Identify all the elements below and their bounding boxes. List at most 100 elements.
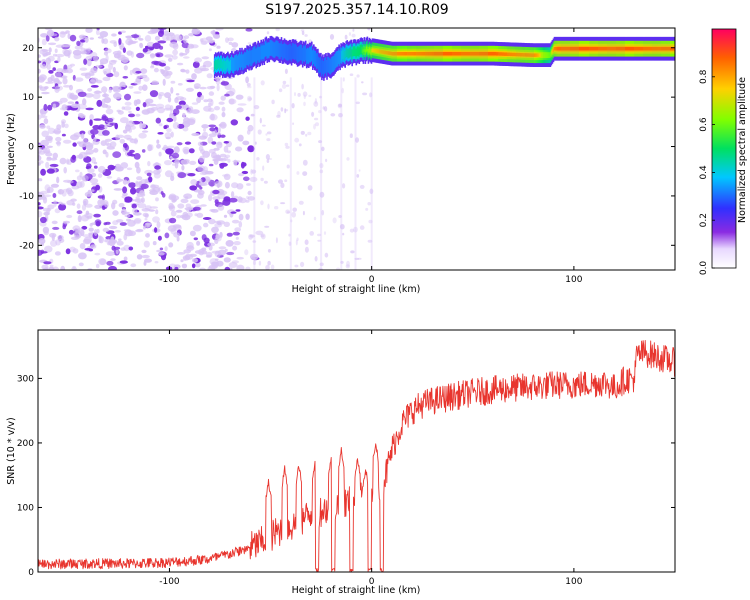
noise-blob xyxy=(167,96,172,103)
ridge-cell xyxy=(334,54,336,70)
ridge-cell xyxy=(380,50,383,54)
ridge-cell xyxy=(313,48,315,65)
noise-blob xyxy=(227,37,234,42)
noise-blob xyxy=(97,173,103,178)
noise-blob xyxy=(247,145,255,153)
noise-blob xyxy=(281,83,287,89)
noise-blob xyxy=(40,249,45,254)
noise-blob xyxy=(186,118,196,126)
noise-blob xyxy=(203,128,206,132)
noise-blob xyxy=(122,47,126,53)
noise-blob xyxy=(225,240,234,247)
noise-blob xyxy=(216,154,221,160)
colorbar-ticks: 0.0 0.2 0.4 0.6 0.8 xyxy=(699,69,715,275)
noise-blob xyxy=(41,130,49,138)
noise-blob xyxy=(191,28,198,34)
noise-blob xyxy=(192,258,198,263)
noise-blob xyxy=(216,182,220,189)
snr-data xyxy=(38,340,675,572)
ridge-cell xyxy=(416,52,418,56)
ridge-cell xyxy=(550,50,553,57)
noise-blob xyxy=(297,92,301,97)
noise-blob xyxy=(258,260,262,266)
ridge-cell xyxy=(314,50,316,67)
noise-blob xyxy=(200,94,205,101)
noise-blob xyxy=(203,99,209,103)
ridge-cell xyxy=(242,54,244,71)
noise-blob xyxy=(155,197,159,202)
ridge-cell xyxy=(643,47,646,51)
noise-blob xyxy=(179,53,188,56)
noise-blob xyxy=(83,200,87,206)
ridge-cell xyxy=(553,47,556,51)
ridge-cell xyxy=(503,52,505,56)
noise-blob xyxy=(148,103,157,107)
ridge-cell xyxy=(597,47,599,51)
noise-blob xyxy=(317,233,322,237)
ridge-cell xyxy=(224,61,226,71)
ridge-cell xyxy=(526,53,528,57)
ridge-cell xyxy=(528,53,530,57)
noise-blob xyxy=(180,198,189,204)
noise-blob xyxy=(174,97,179,104)
ridge-cell xyxy=(598,47,600,51)
ridge-cell xyxy=(634,47,637,51)
noise-blob xyxy=(216,84,220,92)
ridge-cell xyxy=(322,58,324,75)
ridge-cell xyxy=(400,52,402,56)
noise-blob xyxy=(260,234,265,238)
ridge-cell xyxy=(316,53,318,69)
noise-blob xyxy=(295,239,298,246)
noise-blob xyxy=(93,118,102,121)
ridge-cell xyxy=(426,52,428,56)
ridge-cell xyxy=(570,47,573,51)
noise-blob xyxy=(187,43,195,49)
ridge-cell xyxy=(625,47,628,51)
ridge-cell xyxy=(415,52,417,56)
noise-blob xyxy=(99,258,107,265)
noise-blob xyxy=(98,236,102,244)
noise-blob xyxy=(38,195,43,201)
noise-blob xyxy=(170,210,177,217)
noise-blob xyxy=(140,68,148,74)
ridge-cell xyxy=(263,45,266,61)
noise-blob xyxy=(196,96,202,104)
noise-blob xyxy=(246,83,251,87)
noise-blob xyxy=(48,42,57,46)
noise-blob xyxy=(321,146,325,152)
ridge-cell xyxy=(304,44,307,61)
ridge-cell xyxy=(388,51,391,55)
noise-blob xyxy=(349,133,353,138)
ridge-cell xyxy=(442,52,444,56)
noise-blob xyxy=(166,128,172,133)
ridge-cell xyxy=(658,47,661,51)
ridge-cell xyxy=(673,47,675,51)
ridge-cell xyxy=(504,52,506,56)
y-tick-label: 300 xyxy=(17,374,34,384)
ridge-cell xyxy=(521,53,523,57)
ridge-cell xyxy=(554,47,557,51)
ridge-cell xyxy=(486,52,489,56)
ridge-cell xyxy=(600,47,602,51)
noise-blob xyxy=(355,137,359,143)
noise-blob xyxy=(359,225,365,230)
noise-blob xyxy=(129,125,136,130)
noise-blob xyxy=(191,102,199,105)
noise-blob xyxy=(212,189,220,195)
noise-blob xyxy=(65,248,71,255)
noise-blob xyxy=(264,225,270,228)
noise-blob xyxy=(133,91,142,94)
ridge-cell xyxy=(531,53,533,57)
ridge-cell xyxy=(575,47,578,51)
noise-blob xyxy=(119,138,126,144)
noise-blob xyxy=(168,242,174,248)
ridge-cell xyxy=(264,41,267,58)
ridge-cell xyxy=(349,47,351,58)
noise-blob xyxy=(90,128,99,135)
noise-blob xyxy=(175,209,183,213)
noise-blob xyxy=(94,90,101,94)
ridge-cell xyxy=(632,47,635,51)
noise-blob xyxy=(164,124,169,129)
noise-blob xyxy=(359,184,365,189)
ridge-cell xyxy=(262,43,265,59)
